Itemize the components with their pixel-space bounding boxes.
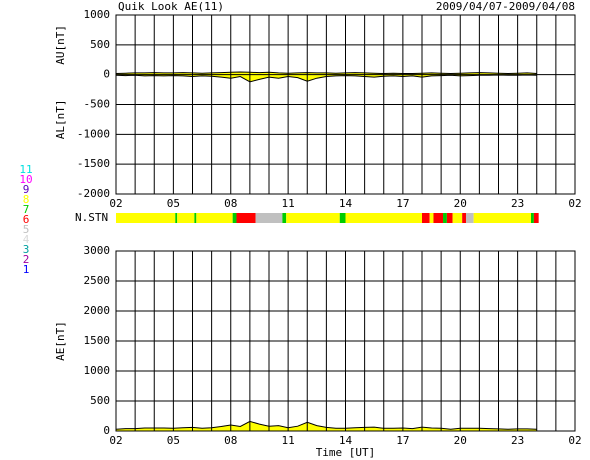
date-range: 2009/04/07-2009/04/08 [436,0,575,13]
y-tick-label: 1000 [84,364,111,377]
legend-entry: 9 [23,183,30,196]
x-tick-label: 23 [511,434,524,447]
x-tick-label: 14 [339,434,353,447]
y-tick-label: 0 [103,68,110,81]
x-tick-label: 05 [167,434,180,447]
legend-entry: 6 [23,213,30,226]
station-segment [177,213,195,223]
y-tick-label: 1000 [84,8,111,21]
y-tick-label: 2500 [84,274,111,287]
x-axis-label: Time [UT] [316,446,376,459]
station-segment [533,213,539,223]
station-segment [345,213,422,223]
x-tick-label: 20 [454,434,467,447]
x-tick-label: 14 [339,197,353,210]
y-tick-label: -1500 [77,157,110,170]
y-tick-label: 1500 [84,334,111,347]
y-axis-label: AU[nT] [54,25,67,65]
station-segment [446,213,453,223]
legend-entry: 10 [19,173,32,186]
x-tick-label: 02 [568,434,581,447]
station-segment [194,213,197,223]
station-segment [232,213,237,223]
station-segment [531,213,534,223]
y-tick-label: 500 [90,38,110,51]
series-area [116,421,537,431]
station-segment [473,213,532,223]
station-segment [255,213,283,223]
station-segment [465,213,474,223]
station-segment [462,213,466,223]
station-segment [282,213,287,223]
station-segment [196,213,233,223]
station-segment [452,213,463,223]
x-tick-label: 02 [109,197,122,210]
station-segment [286,213,340,223]
x-tick-label: 20 [454,197,467,210]
y-tick-label: 2000 [84,304,111,317]
y-axis-label: AE[nT] [54,321,67,361]
x-tick-label: 02 [109,434,122,447]
x-tick-label: 08 [224,197,237,210]
y-tick-label: 0 [103,424,110,437]
plot-frame [115,14,576,195]
legend-entry: 5 [23,223,30,236]
y-tick-label: -500 [84,98,111,111]
x-tick-label: 11 [282,197,295,210]
station-segment [422,213,430,223]
station-segment [443,213,447,223]
x-tick-label: 17 [396,434,409,447]
x-tick-label: 05 [167,197,180,210]
station-segment [236,213,256,223]
legend-entry: 1 [23,263,30,276]
plot-frame [115,250,576,432]
legend-entry: 11 [19,163,32,176]
legend-entry: 7 [23,203,30,216]
series-area [116,74,537,82]
x-tick-label: 23 [511,197,524,210]
legend-entry: 8 [23,193,30,206]
x-tick-label: 17 [396,197,409,210]
station-segment [429,213,434,223]
station-segment [339,213,346,223]
legend-entry: 3 [23,243,30,256]
y-tick-label: -2000 [77,187,110,200]
strip-label: N.STN [75,211,108,224]
x-tick-label: 08 [224,434,237,447]
y-tick-label: 3000 [84,244,111,257]
chart-title: Quik Look AE(11) [118,0,224,13]
station-segment [433,213,444,223]
legend-entry: 4 [23,233,30,246]
x-tick-label: 11 [282,434,295,447]
y-tick-label: 500 [90,394,110,407]
station-segment [116,213,176,223]
y-axis-label: AL[nT] [54,99,67,139]
x-tick-label: 02 [568,197,581,210]
y-tick-label: -1000 [77,127,110,140]
station-segment [175,213,178,223]
legend-entry: 2 [23,253,30,266]
